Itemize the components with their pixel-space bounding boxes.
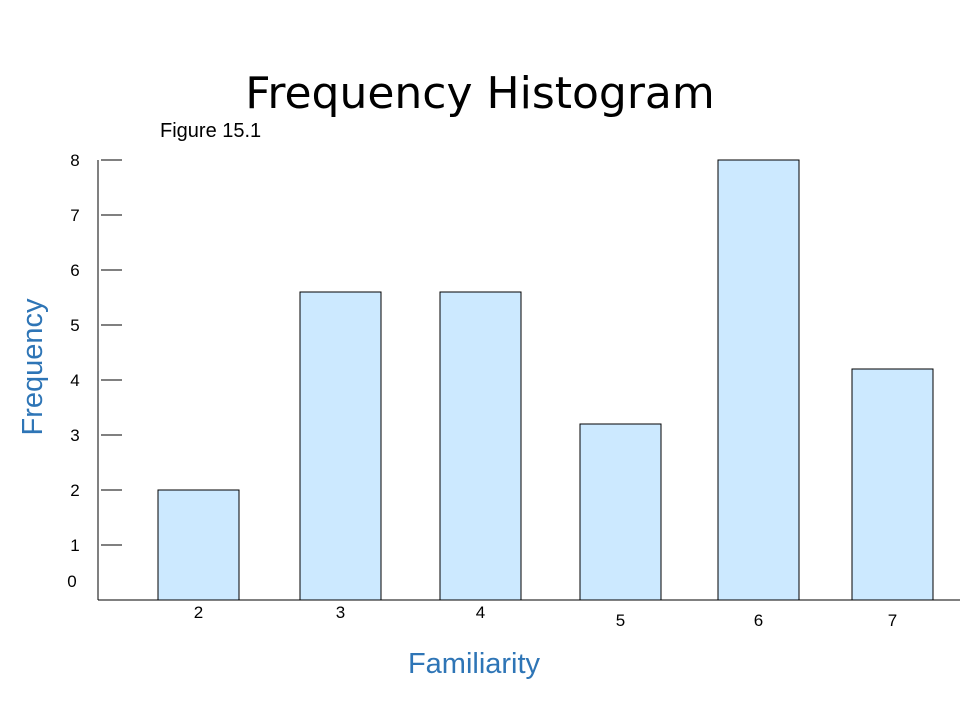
y-tick-label: 6 <box>70 261 79 280</box>
histogram-bar <box>439 291 522 601</box>
histogram-bar <box>851 368 934 601</box>
x-axis-title: Familiarity <box>408 648 541 680</box>
histogram-bar <box>579 423 662 601</box>
chart-subtitle: Figure 15.1 <box>160 120 261 142</box>
x-axis-ticks: 2 3 4 5 6 7 <box>194 603 897 630</box>
bars-group <box>157 159 934 601</box>
x-tick-label: 4 <box>476 603 485 622</box>
y-tick-label: 0 <box>67 572 76 591</box>
y-axis-title: Frequency <box>17 298 49 436</box>
y-axis-ticks: 0 1 2 3 4 5 6 7 8 <box>67 151 122 591</box>
y-tick-label: 5 <box>70 316 79 335</box>
x-tick-label: 6 <box>754 611 763 630</box>
x-tick-label: 3 <box>336 603 345 622</box>
histogram-bar <box>299 291 382 601</box>
y-tick-label: 3 <box>70 426 79 445</box>
y-tick-label: 8 <box>70 151 79 170</box>
x-tick-label: 2 <box>194 603 203 622</box>
histogram-bar <box>717 159 800 601</box>
histogram-bar <box>157 489 240 601</box>
chart-title: Frequency Histogram <box>245 68 715 119</box>
y-tick-label: 7 <box>70 206 79 225</box>
y-tick-label: 2 <box>70 481 79 500</box>
y-tick-label: 4 <box>70 371 79 390</box>
y-tick-label: 1 <box>70 536 79 555</box>
x-tick-label: 7 <box>888 611 897 630</box>
x-tick-label: 5 <box>616 611 625 630</box>
